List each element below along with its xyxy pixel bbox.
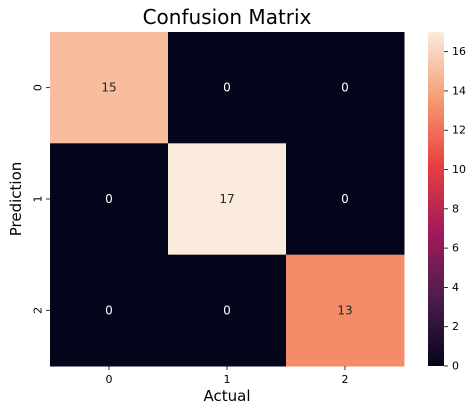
y-tick-label: 0 <box>32 84 45 91</box>
chart-title: Confusion Matrix <box>143 5 312 29</box>
heatmap-cell-r1-c2 <box>286 143 405 256</box>
heatmap-cell-r0-c2 <box>286 32 405 144</box>
y-axis-ticks: 0 1 2 <box>32 84 50 314</box>
heatmap-cell-r2-c0 <box>50 254 169 367</box>
cell-value-label: 17 <box>219 192 234 206</box>
colorbar-tick-label: 8 <box>452 202 459 215</box>
colorbar-tick-label: 14 <box>452 84 466 97</box>
cell-value-label: 0 <box>105 303 113 317</box>
cell-value-label: 0 <box>223 81 231 95</box>
colorbar-tick-label: 0 <box>452 360 459 373</box>
cell-value-label: 13 <box>337 303 352 317</box>
colorbar-ticks: 0 2 4 6 8 10 12 14 16 <box>444 45 466 373</box>
heatmap-cell-r2-c2 <box>286 254 405 367</box>
cell-value-label: 15 <box>101 81 116 95</box>
cell-value-label: 0 <box>341 81 349 95</box>
colorbar-tick-label: 6 <box>452 242 459 255</box>
x-axis-label: Actual <box>204 387 251 405</box>
colorbar-tick-label: 10 <box>452 163 466 176</box>
x-tick-label: 2 <box>342 373 349 386</box>
colorbar-tick-label: 12 <box>452 124 466 137</box>
cell-value-label: 0 <box>341 192 349 206</box>
cell-value-label: 0 <box>105 192 113 206</box>
heatmap-cell-r0-c0 <box>50 32 169 144</box>
colorbar-tick-label: 2 <box>452 320 459 333</box>
y-tick-label: 1 <box>32 196 45 203</box>
y-axis-label: Prediction <box>7 162 25 237</box>
cell-value-label: 0 <box>223 303 231 317</box>
x-axis-ticks: 0 1 2 <box>106 366 349 386</box>
colorbar-tick-label: 4 <box>452 281 459 294</box>
colorbar <box>428 32 444 366</box>
colorbar-tick-label: 16 <box>452 45 466 58</box>
x-tick-label: 0 <box>106 373 113 386</box>
heatmap-cell-r2-c1 <box>168 254 287 367</box>
heatmap-cell-r1-c1 <box>168 143 287 256</box>
x-tick-label: 1 <box>224 373 231 386</box>
heatmap-cell-r1-c0 <box>50 143 169 256</box>
heatmap-cell-labels: 15 0 0 0 17 0 0 0 13 <box>101 81 352 318</box>
y-tick-label: 2 <box>32 307 45 314</box>
heatmap-cells <box>50 32 405 367</box>
heatmap-cell-r0-c1 <box>168 32 287 144</box>
